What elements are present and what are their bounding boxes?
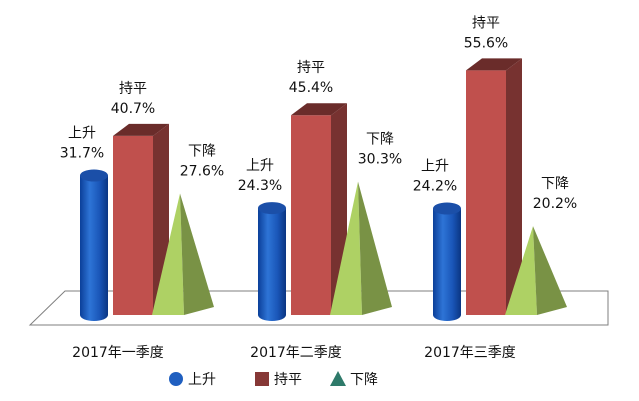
box-top [466,58,522,71]
cylinder-body [433,208,461,321]
legend-marker [169,372,183,386]
category-labels: 2017年一季度 2017年二季度 2017年三季度 [72,345,516,361]
legend-item-下降: 下降 [330,371,378,388]
box-front [291,115,331,316]
legend-marker [330,371,346,386]
cylinder-top [80,169,108,182]
legend-label: 下降 [350,372,378,388]
bar-上升-0 [80,169,108,321]
data-label-持平-0: 持平 40.7% [111,81,155,117]
category-label-0: 2017年一季度 [72,345,164,361]
box-top [113,123,169,136]
category-label-1: 2017年二季度 [250,345,342,361]
pyramid-front [505,226,537,315]
pyramid-side [358,181,392,315]
legend-marker [255,372,269,386]
data-label-下降-0: 下降 27.6% [180,144,224,180]
cylinder-body [80,175,108,321]
legend-item-持平: 持平 [255,372,302,388]
bar-持平-2 [466,58,522,316]
data-label-下降-1: 下降 30.3% [358,132,402,168]
bar-下降-1 [330,181,392,315]
data-label-上升-0: 上升 31.7% [60,126,104,162]
cylinder-body [258,208,286,321]
data-label-下降-2: 下降 20.2% [533,176,577,212]
data-label-上升-1: 上升 24.3% [238,158,282,194]
cylinder-top [433,202,461,215]
box-front [113,135,153,315]
box-front [466,70,506,315]
legend: 上升 持平 下降 [169,371,378,388]
category-label-2: 2017年三季度 [424,345,516,361]
box-side [506,58,522,316]
pyramid-side [533,226,567,315]
pyramid-front [330,181,362,315]
bar-上升-2 [433,202,461,321]
bar-下降-2 [505,226,567,315]
data-label-上升-2: 上升 24.2% [413,159,457,195]
cylinder-top [258,202,286,215]
pyramid-front [152,193,184,315]
legend-item-上升: 上升 [169,372,216,388]
legend-label: 持平 [274,372,302,388]
chart-marks: 上升 31.7%持平 40.7% 下降 27.6% 上升 24.3% 持平 45.4% 下降 30.… [60,15,577,321]
bar-上升-1 [258,202,286,321]
bar-下降-0 [152,193,214,315]
data-label-持平-1: 持平 45.4% [289,60,333,96]
legend-label: 上升 [188,372,216,388]
pyramid-side [180,193,214,315]
data-label-持平-2: 持平 55.6% [464,15,508,51]
box-top [291,103,347,116]
